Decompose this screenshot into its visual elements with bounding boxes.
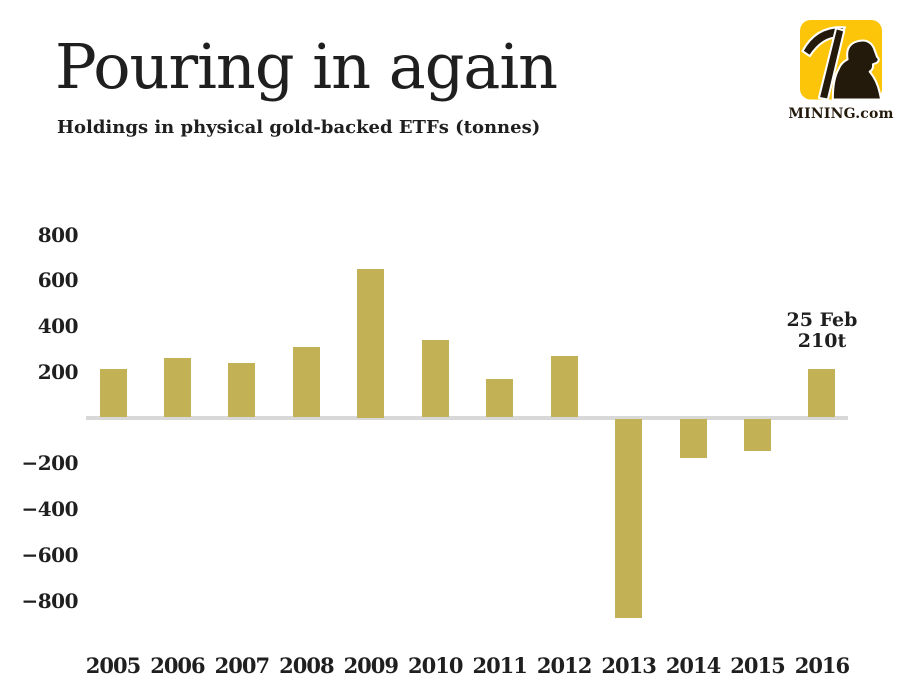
latest-value-annotation: 25 Feb 210t bbox=[771, 310, 873, 352]
x-axis-label-2005: 2005 bbox=[85, 653, 141, 678]
y-axis-tick--400: −400 bbox=[21, 497, 78, 521]
bar-2013 bbox=[615, 419, 643, 618]
bar-2007 bbox=[228, 362, 256, 418]
mining-com-logo: MINING.com bbox=[786, 20, 896, 122]
y-axis-tick-600: 600 bbox=[37, 268, 79, 293]
y-axis-tick-800: 800 bbox=[37, 222, 79, 247]
annotation-value: 210t bbox=[797, 330, 847, 352]
bar-2014 bbox=[679, 419, 707, 458]
x-axis-label-2015: 2015 bbox=[730, 653, 785, 678]
bar-2005 bbox=[99, 369, 127, 418]
miner-pickaxe-icon bbox=[800, 20, 883, 101]
x-axis-label-2009: 2009 bbox=[343, 653, 399, 678]
annotation-date: 25 Feb bbox=[786, 309, 858, 331]
x-axis-label-2008: 2008 bbox=[279, 653, 334, 678]
y-axis-tick-200: 200 bbox=[37, 359, 79, 384]
y-axis-tick--200: −200 bbox=[21, 451, 78, 476]
bar-2010 bbox=[421, 339, 449, 418]
x-axis-label-2012: 2012 bbox=[536, 653, 592, 678]
x-axis-label-2013: 2013 bbox=[601, 653, 656, 678]
bar-2006 bbox=[163, 358, 191, 418]
bar-2012 bbox=[550, 355, 578, 418]
y-axis-tick--800: −800 bbox=[21, 588, 78, 613]
x-axis-label-2011: 2011 bbox=[472, 653, 527, 678]
y-axis-tick--600: −600 bbox=[21, 542, 78, 567]
bar-2011 bbox=[486, 378, 514, 418]
x-axis-label-2010: 2010 bbox=[408, 653, 463, 678]
bar-2009 bbox=[357, 268, 385, 418]
chart-subtitle: Holdings in physical gold-backed ETFs (t… bbox=[57, 117, 541, 138]
zero-axis-line bbox=[86, 416, 848, 420]
bar-2008 bbox=[292, 346, 320, 418]
x-axis-label-2016: 2016 bbox=[794, 653, 850, 678]
x-axis-label-2014: 2014 bbox=[665, 653, 721, 678]
bar-2016 bbox=[808, 369, 836, 418]
x-axis-label-2006: 2006 bbox=[150, 653, 205, 678]
bar-2015 bbox=[744, 419, 771, 452]
x-axis-label-2007: 2007 bbox=[214, 653, 270, 678]
page-title: Pouring in again bbox=[55, 30, 558, 103]
y-axis-tick-400: 400 bbox=[37, 314, 79, 338]
logo-text: MINING.com bbox=[788, 106, 894, 122]
